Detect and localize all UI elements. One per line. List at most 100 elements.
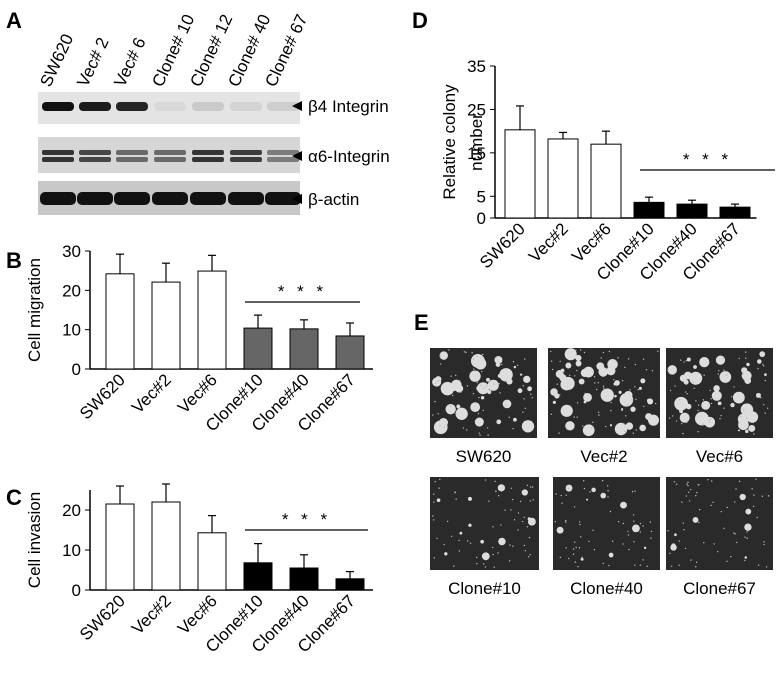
colony xyxy=(630,406,636,412)
band xyxy=(154,102,186,111)
speck xyxy=(743,408,745,411)
image-label: Clone#10 xyxy=(448,579,521,598)
speck xyxy=(581,556,583,559)
speck xyxy=(529,500,532,502)
colony xyxy=(565,362,572,369)
speck xyxy=(432,493,435,495)
speck xyxy=(632,514,635,516)
speck xyxy=(635,429,637,431)
speck xyxy=(569,374,571,377)
speck xyxy=(634,490,636,492)
speck xyxy=(760,396,762,399)
speck xyxy=(657,350,659,352)
colony xyxy=(565,421,575,431)
x-tick-label: Vec#2 xyxy=(525,219,572,266)
speck xyxy=(510,509,512,511)
speck xyxy=(476,381,478,384)
bar xyxy=(197,270,227,370)
band xyxy=(265,192,301,205)
speck xyxy=(765,566,768,568)
speck xyxy=(511,498,514,501)
speck xyxy=(755,478,757,480)
colony xyxy=(481,552,490,561)
colony xyxy=(498,537,506,546)
speck xyxy=(682,522,684,524)
speck xyxy=(628,548,630,551)
bar xyxy=(243,562,273,591)
speck xyxy=(432,519,435,521)
speck xyxy=(556,383,558,385)
colony xyxy=(480,396,485,400)
colony xyxy=(744,556,748,559)
speck xyxy=(669,552,671,554)
speck xyxy=(467,540,469,542)
speck xyxy=(745,357,747,359)
speck xyxy=(651,369,654,372)
image-label: SW620 xyxy=(456,447,512,466)
colony xyxy=(469,370,481,382)
speck xyxy=(562,371,564,373)
speck xyxy=(436,381,439,383)
speck xyxy=(725,374,728,376)
speck xyxy=(686,421,688,423)
speck xyxy=(740,415,742,418)
speck xyxy=(734,501,736,503)
speck xyxy=(573,506,576,508)
speck xyxy=(767,495,770,497)
speck xyxy=(631,491,634,493)
colony xyxy=(564,348,577,361)
speck xyxy=(495,356,497,359)
bar xyxy=(151,501,181,591)
y-axis-label: Cell invasion xyxy=(25,492,44,588)
speck xyxy=(433,501,435,503)
image-label: Vec#6 xyxy=(696,447,743,466)
colony xyxy=(596,362,605,371)
speck xyxy=(501,363,503,366)
speck xyxy=(713,543,715,545)
y-tick-label: 25 xyxy=(467,100,486,119)
speck xyxy=(613,378,615,381)
colony xyxy=(517,388,523,394)
colony xyxy=(704,416,716,428)
colony xyxy=(640,378,646,384)
speck xyxy=(509,544,511,546)
speck xyxy=(624,430,626,433)
speck xyxy=(686,483,688,485)
speck xyxy=(597,411,600,414)
colony xyxy=(560,404,573,417)
speck xyxy=(597,381,600,384)
colony xyxy=(738,419,749,431)
colony xyxy=(527,386,533,392)
colony xyxy=(620,501,627,509)
colony xyxy=(555,370,564,379)
bar xyxy=(504,129,536,219)
speck xyxy=(709,418,712,420)
speck xyxy=(451,394,454,397)
speck xyxy=(607,485,609,487)
speck xyxy=(529,486,532,488)
band xyxy=(154,157,186,162)
colony xyxy=(552,400,556,404)
speck xyxy=(443,426,446,429)
speck xyxy=(629,389,631,391)
colony xyxy=(459,531,463,535)
colony xyxy=(451,379,462,390)
speck xyxy=(763,365,765,367)
speck xyxy=(627,358,630,360)
bar xyxy=(633,201,665,219)
speck xyxy=(687,484,689,487)
colony xyxy=(502,399,512,409)
y-tick-label: 20 xyxy=(62,281,81,300)
band xyxy=(79,157,111,162)
speck xyxy=(485,385,488,387)
speck xyxy=(434,382,437,385)
speck xyxy=(448,349,450,351)
speck xyxy=(708,405,711,408)
colony xyxy=(444,552,448,556)
y-tick-label: 35 xyxy=(467,57,486,76)
speck xyxy=(635,398,637,400)
colony xyxy=(497,484,506,492)
speck xyxy=(702,423,704,425)
speck xyxy=(695,561,698,563)
speck xyxy=(726,506,728,509)
